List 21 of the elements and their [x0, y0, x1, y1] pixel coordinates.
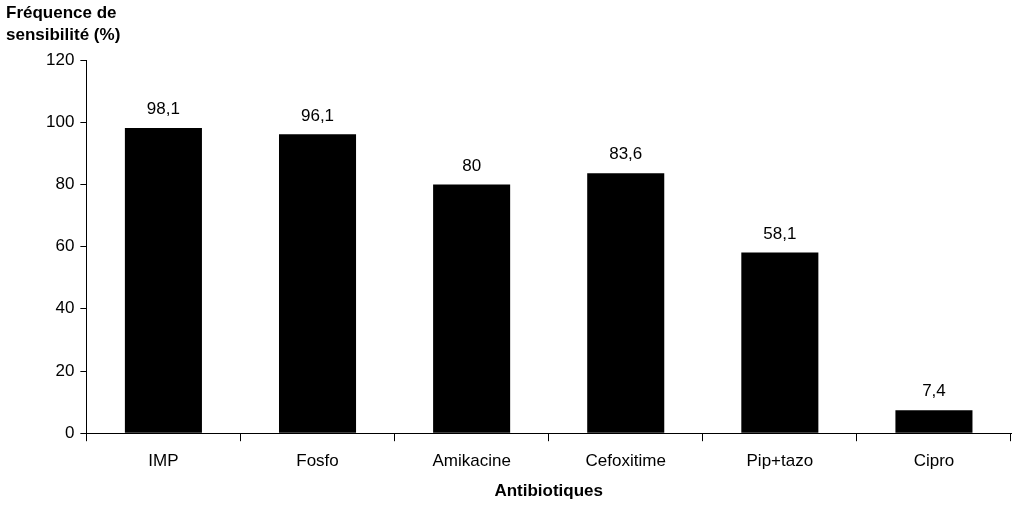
y-tick-label: 80 [55, 174, 75, 194]
y-axis-title: Fréquence de sensibilité (%) [6, 2, 122, 46]
data-label: 58,1 [763, 223, 797, 243]
x-axis-title: Antibiotiques [494, 481, 603, 501]
y-tick-label: 120 [45, 49, 75, 69]
y-tick-label: 100 [45, 111, 75, 131]
data-label: 96,1 [300, 105, 335, 125]
x-tick-label: IMP [148, 451, 179, 471]
x-tick-label: Pip+tazo [746, 451, 814, 471]
x-tick-label: Fosfo [296, 451, 339, 471]
y-tick-label: 40 [55, 298, 75, 318]
data-label: 83,6 [609, 144, 643, 164]
x-tick-label: Cefoxitime [585, 451, 666, 471]
data-label: 80 [462, 155, 482, 175]
data-label: 98,1 [146, 99, 180, 119]
x-tick-label: Cipro [913, 451, 955, 471]
y-tick-label: 60 [55, 236, 75, 256]
y-tick-label: 0 [64, 422, 75, 442]
data-label: 7,4 [922, 381, 946, 401]
x-tick-label: Amikacine [432, 451, 511, 471]
y-tick-label: 20 [55, 360, 75, 380]
